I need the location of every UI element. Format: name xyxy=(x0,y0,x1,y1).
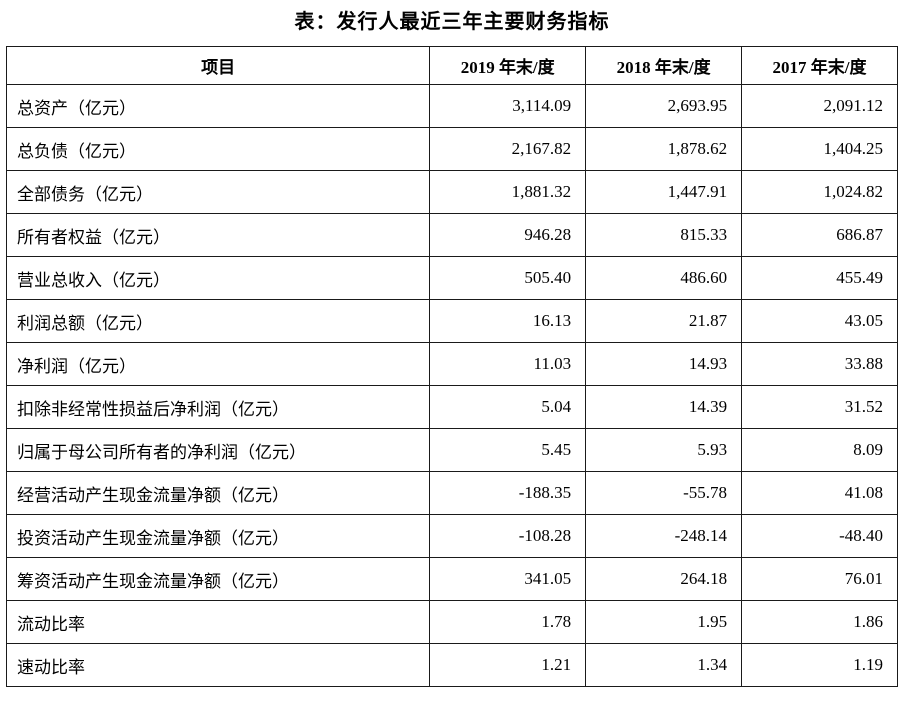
cell-value: 505.40 xyxy=(429,256,587,300)
cell-value: -108.28 xyxy=(429,514,587,558)
cell-value: 8.09 xyxy=(741,428,898,472)
table-row: 总资产（亿元） 3,114.09 2,693.95 2,091.12 xyxy=(5,84,898,128)
table-row: 经营活动产生现金流量净额（亿元） -188.35 -55.78 41.08 xyxy=(5,471,898,515)
cell-value: 41.08 xyxy=(741,471,898,515)
cell-value: 1,878.62 xyxy=(585,127,743,171)
table-row: 扣除非经常性损益后净利润（亿元） 5.04 14.39 31.52 xyxy=(5,385,898,429)
table-row: 营业总收入（亿元） 505.40 486.60 455.49 xyxy=(5,256,898,300)
cell-value: 2,693.95 xyxy=(585,84,743,128)
table-row: 归属于母公司所有者的净利润（亿元） 5.45 5.93 8.09 xyxy=(5,428,898,472)
cell-value: 264.18 xyxy=(585,557,743,601)
table-row: 所有者权益（亿元） 946.28 815.33 686.87 xyxy=(5,213,898,257)
table-row: 流动比率 1.78 1.95 1.86 xyxy=(5,600,898,644)
header-year-2019: 2019 年末/度 xyxy=(429,46,587,85)
cell-value: 31.52 xyxy=(741,385,898,429)
cell-value: 2,091.12 xyxy=(741,84,898,128)
table-header-row: 项目 2019 年末/度 2018 年末/度 2017 年末/度 xyxy=(5,46,898,85)
cell-value: 5.45 xyxy=(429,428,587,472)
header-year-2017: 2017 年末/度 xyxy=(741,46,898,85)
row-label: 归属于母公司所有者的净利润（亿元） xyxy=(5,428,431,472)
cell-value: 1,447.91 xyxy=(585,170,743,214)
cell-value: 1.21 xyxy=(429,643,587,687)
table-row: 净利润（亿元） 11.03 14.93 33.88 xyxy=(5,342,898,386)
cell-value: -248.14 xyxy=(585,514,743,558)
cell-value: 815.33 xyxy=(585,213,743,257)
table-row: 总负债（亿元） 2,167.82 1,878.62 1,404.25 xyxy=(5,127,898,171)
cell-value: -48.40 xyxy=(741,514,898,558)
cell-value: 14.93 xyxy=(585,342,743,386)
cell-value: 1,404.25 xyxy=(741,127,898,171)
cell-value: 1,881.32 xyxy=(429,170,587,214)
cell-value: 2,167.82 xyxy=(429,127,587,171)
cell-value: -55.78 xyxy=(585,471,743,515)
cell-value: 455.49 xyxy=(741,256,898,300)
header-item: 项目 xyxy=(5,46,431,85)
table-row: 速动比率 1.21 1.34 1.19 xyxy=(5,643,898,687)
cell-value: 76.01 xyxy=(741,557,898,601)
table-row: 投资活动产生现金流量净额（亿元） -108.28 -248.14 -48.40 xyxy=(5,514,898,558)
cell-value: 14.39 xyxy=(585,385,743,429)
cell-value: 5.04 xyxy=(429,385,587,429)
cell-value: 1.78 xyxy=(429,600,587,644)
cell-value: 486.60 xyxy=(585,256,743,300)
row-label: 投资活动产生现金流量净额（亿元） xyxy=(5,514,431,558)
cell-value: 1.34 xyxy=(585,643,743,687)
table-row: 全部债务（亿元） 1,881.32 1,447.91 1,024.82 xyxy=(5,170,898,214)
cell-value: 686.87 xyxy=(741,213,898,257)
cell-value: 1,024.82 xyxy=(741,170,898,214)
cell-value: 43.05 xyxy=(741,299,898,343)
row-label: 总负债（亿元） xyxy=(5,127,431,171)
cell-value: 946.28 xyxy=(429,213,587,257)
cell-value: 16.13 xyxy=(429,299,587,343)
cell-value: 33.88 xyxy=(741,342,898,386)
cell-value: 341.05 xyxy=(429,557,587,601)
row-label: 总资产（亿元） xyxy=(5,84,431,128)
row-label: 净利润（亿元） xyxy=(5,342,431,386)
cell-value: 1.19 xyxy=(741,643,898,687)
row-label: 扣除非经常性损益后净利润（亿元） xyxy=(5,385,431,429)
table-row: 筹资活动产生现金流量净额（亿元） 341.05 264.18 76.01 xyxy=(5,557,898,601)
cell-value: 1.86 xyxy=(741,600,898,644)
table-title: 表：发行人最近三年主要财务指标 xyxy=(294,11,610,33)
row-label: 利润总额（亿元） xyxy=(5,299,431,343)
row-label: 流动比率 xyxy=(5,600,431,644)
cell-value: 1.95 xyxy=(585,600,743,644)
cell-value: -188.35 xyxy=(429,471,587,515)
cell-value: 21.87 xyxy=(585,299,743,343)
row-label: 营业总收入（亿元） xyxy=(5,256,431,300)
cell-value: 5.93 xyxy=(585,428,743,472)
cell-value: 11.03 xyxy=(429,342,587,386)
cell-value: 3,114.09 xyxy=(429,84,587,128)
header-year-2018: 2018 年末/度 xyxy=(585,46,743,85)
table-row: 利润总额（亿元） 16.13 21.87 43.05 xyxy=(5,299,898,343)
row-label: 速动比率 xyxy=(5,643,431,687)
row-label: 筹资活动产生现金流量净额（亿元） xyxy=(5,557,431,601)
row-label: 全部债务（亿元） xyxy=(5,170,431,214)
row-label: 经营活动产生现金流量净额（亿元） xyxy=(5,471,431,515)
row-label: 所有者权益（亿元） xyxy=(5,213,431,257)
financial-indicators-table: 项目 2019 年末/度 2018 年末/度 2017 年末/度 总资产（亿元）… xyxy=(5,46,898,687)
